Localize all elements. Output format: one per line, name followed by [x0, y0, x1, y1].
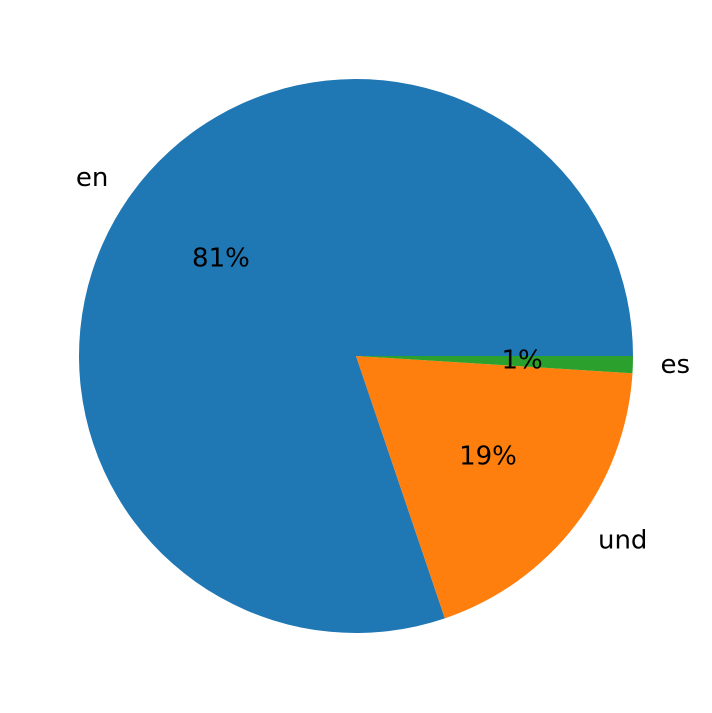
slice-label: en	[76, 163, 108, 193]
value-label: 19%	[459, 442, 517, 472]
slice-label: und	[598, 526, 647, 556]
pie-slice	[356, 356, 633, 619]
slice-label: es	[661, 350, 691, 380]
pie-slice	[356, 356, 633, 374]
value-label: 1%	[501, 346, 542, 376]
value-label: 81%	[192, 244, 250, 274]
